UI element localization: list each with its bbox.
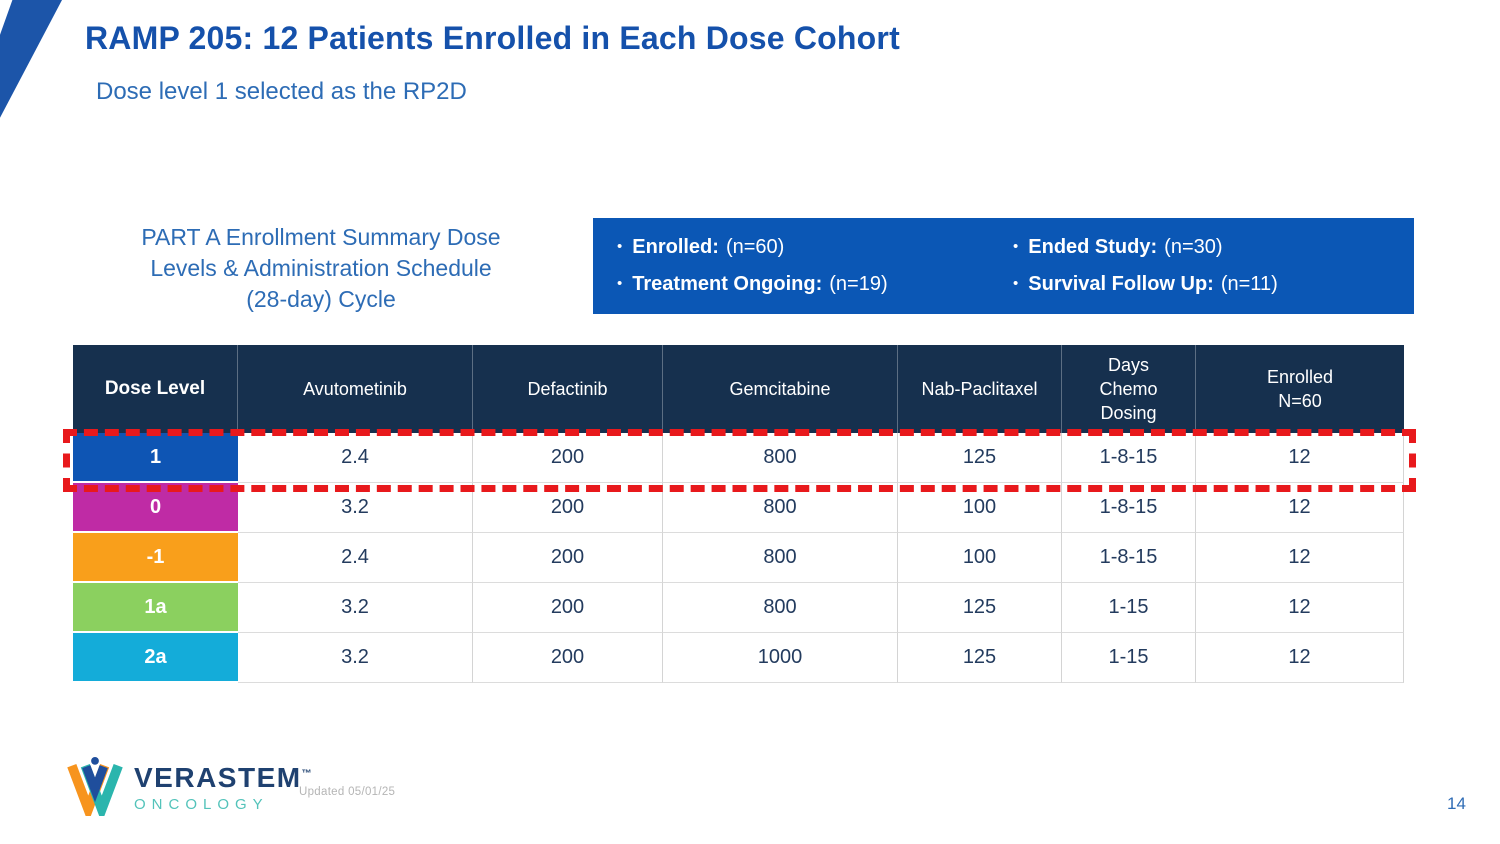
table-cell: 200 — [473, 433, 663, 483]
table-cell: 12 — [1196, 483, 1404, 533]
table-cell: 1-15 — [1062, 583, 1196, 633]
table-cell: 1-8-15 — [1062, 533, 1196, 583]
updated-date-note: Updated 05/01/25 — [299, 786, 396, 798]
header-avutometinib: Avutometinib — [238, 345, 473, 433]
table-row-dose-2a: 2a 3.2 200 1000 125 1-15 12 — [73, 633, 1404, 683]
dose-cohort-table: Dose Level Avutometinib Defactinib Gemci… — [73, 345, 1404, 683]
stat-value: (n=11) — [1220, 273, 1278, 295]
table-cell: 125 — [898, 583, 1062, 633]
stat-ended-study: • Ended Study: (n=30) — [1013, 236, 1414, 259]
header-days-chemo-dosing: Days Chemo Dosing — [1062, 345, 1196, 433]
header-enrolled: Enrolled N=60 — [1266, 366, 1334, 411]
table-cell: 1000 — [663, 633, 898, 683]
slide-title: RAMP 205: 12 Patients Enrolled in Each D… — [85, 20, 900, 56]
slide-subtitle: Dose level 1 selected as the RP2D — [96, 78, 467, 105]
table-cell: 200 — [473, 533, 663, 583]
table-cell: 800 — [663, 483, 898, 533]
corner-ribbon-decoration — [0, 0, 62, 118]
table-cell: 125 — [898, 633, 1062, 683]
stat-label: Treatment Ongoing: — [632, 273, 823, 295]
stat-value: (n=19) — [829, 273, 888, 295]
table-cell: 100 — [898, 483, 1062, 533]
table-cell: 12 — [1196, 533, 1404, 583]
logo-name: VERASTEM™ — [134, 762, 312, 793]
dose-level-cell: -1 — [73, 533, 238, 583]
stat-treatment-ongoing: • Treatment Ongoing: (n=19) — [617, 273, 1013, 296]
table-cell: 800 — [663, 583, 898, 633]
page-number: 14 — [1447, 794, 1466, 813]
table-cell: 12 — [1196, 433, 1404, 483]
stat-value: (n=60) — [725, 236, 785, 258]
stat-value: (n=30) — [1164, 236, 1223, 258]
table-cell: 200 — [473, 633, 663, 683]
bullet-icon: • — [617, 275, 623, 292]
trademark-symbol: ™ — [301, 768, 312, 780]
table-cell: 3.2 — [238, 583, 473, 633]
table-cell: 12 — [1196, 583, 1404, 633]
table-cell: 1-15 — [1062, 633, 1196, 683]
logo-text: VERASTEM™ ONCOLOGY — [134, 754, 312, 814]
logo-subname: ONCOLOGY — [134, 796, 269, 813]
table-cell: 200 — [473, 583, 663, 633]
table-header-row: Dose Level Avutometinib Defactinib Gemci… — [73, 345, 1404, 433]
table-cell: 125 — [898, 433, 1062, 483]
enrollment-summary-label: PART A Enrollment Summary Dose Levels & … — [141, 224, 501, 313]
table-cell: 3.2 — [238, 483, 473, 533]
table-row-dose-1a: 1a 3.2 200 800 125 1-15 12 — [73, 583, 1404, 633]
bullet-icon: • — [1013, 275, 1019, 292]
stat-label: Enrolled: — [632, 236, 719, 258]
table-row-dose-0: 0 3.2 200 800 100 1-8-15 12 — [73, 483, 1404, 533]
table-cell: 12 — [1196, 633, 1404, 683]
stat-label: Survival Follow Up: — [1028, 273, 1214, 295]
enrollment-stats-box: • Enrolled: (n=60) • Ended Study: (n=30)… — [593, 218, 1414, 314]
table-cell: 800 — [663, 433, 898, 483]
stat-label: Ended Study: — [1028, 236, 1158, 258]
header-dose-level: Dose Level — [73, 345, 238, 433]
table-cell: 2.4 — [238, 433, 473, 483]
dose-level-cell: 1a — [73, 583, 238, 633]
verastem-logo: VERASTEM™ ONCOLOGY — [66, 754, 312, 816]
table-cell: 200 — [473, 483, 663, 533]
bullet-icon: • — [617, 238, 623, 255]
stat-survival-follow-up: • Survival Follow Up: (n=11) — [1013, 273, 1414, 296]
table-cell: 800 — [663, 533, 898, 583]
dose-level-cell: 1 — [73, 433, 238, 483]
table-row-dose-1: 1 2.4 200 800 125 1-8-15 12 — [73, 433, 1404, 483]
dose-level-cell: 0 — [73, 483, 238, 533]
header-nab-paclitaxel: Nab-Paclitaxel — [898, 345, 1062, 433]
table-cell: 3.2 — [238, 633, 473, 683]
verastem-logo-icon — [67, 756, 123, 816]
header-defactinib: Defactinib — [473, 345, 663, 433]
bullet-icon: • — [1013, 238, 1019, 255]
table-cell: 2.4 — [238, 533, 473, 583]
table-row-dose-minus-1: -1 2.4 200 800 100 1-8-15 12 — [73, 533, 1404, 583]
stat-enrolled: • Enrolled: (n=60) — [617, 236, 1013, 259]
table-cell: 1-8-15 — [1062, 433, 1196, 483]
table-cell: 100 — [898, 533, 1062, 583]
dose-level-cell: 2a — [73, 633, 238, 683]
table-cell: 1-8-15 — [1062, 483, 1196, 533]
header-gemcitabine: Gemcitabine — [663, 345, 898, 433]
